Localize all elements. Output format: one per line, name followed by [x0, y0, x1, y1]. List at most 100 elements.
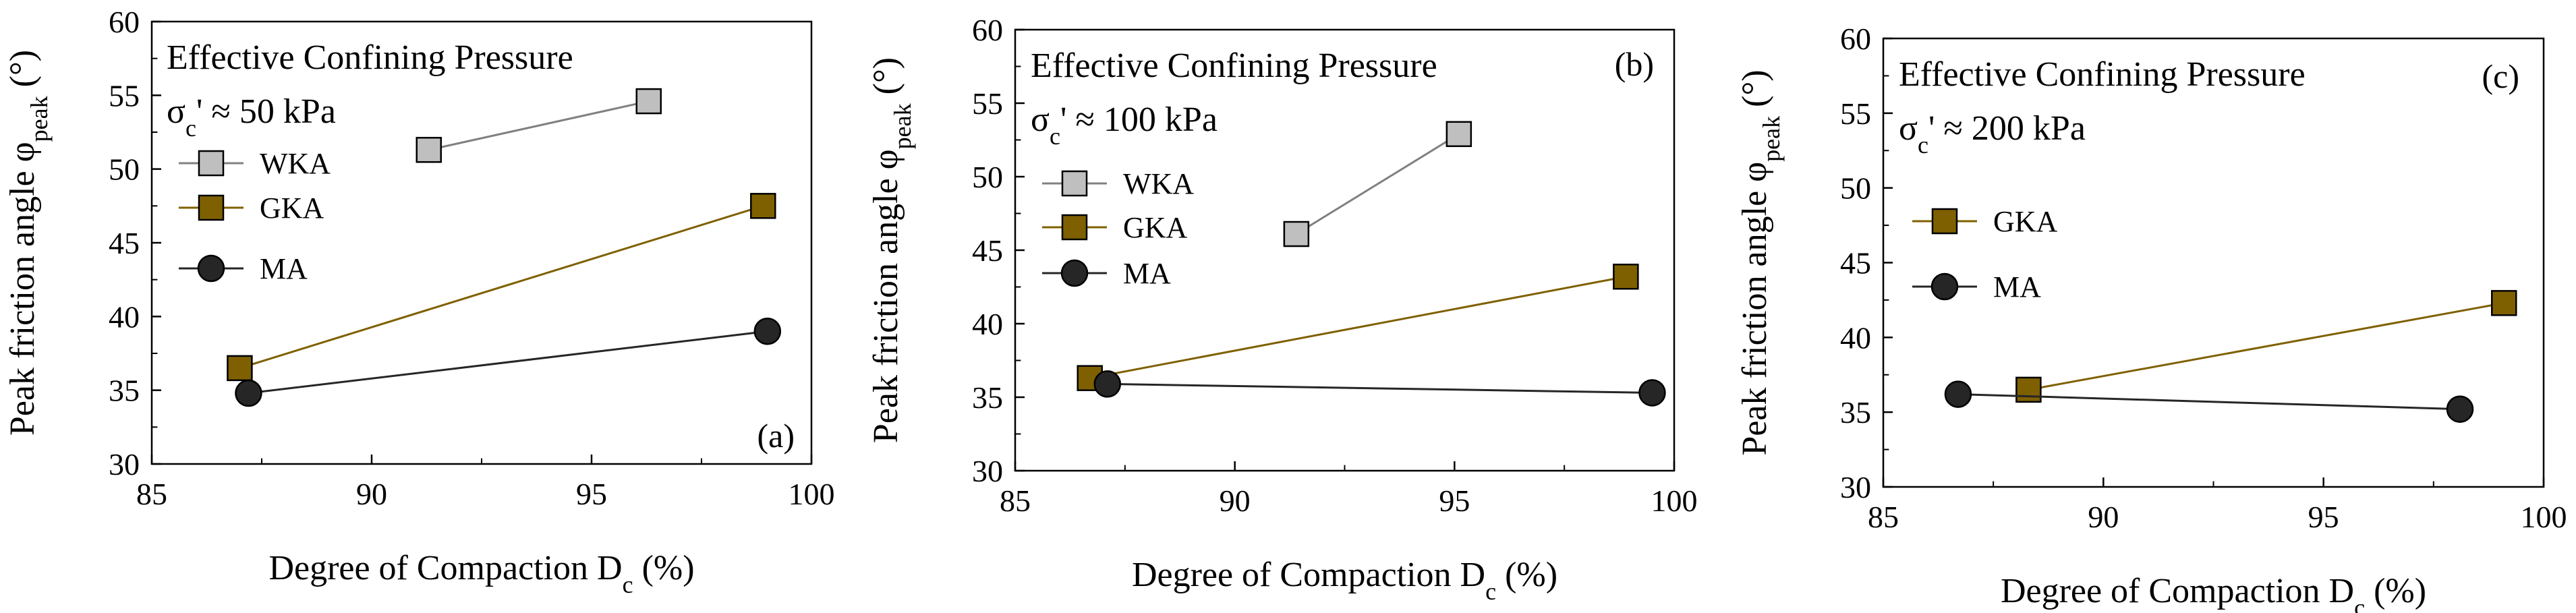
series-line-ma	[1107, 382, 1653, 394]
y-tick-label: 60	[972, 13, 1003, 47]
y-tick-label: 30	[1840, 470, 1871, 504]
y-tick-label: 40	[1840, 320, 1871, 355]
y-tick-label: 40	[972, 307, 1003, 341]
x-tick-label: 95	[1439, 484, 1470, 518]
y-tick-label: 55	[1840, 96, 1871, 131]
y-tick-label: 50	[972, 160, 1003, 194]
annotation-title: Effective Confining Pressure	[1031, 47, 1437, 85]
marker-ma	[1930, 272, 1959, 301]
y-tick-label: 40	[109, 299, 140, 334]
annotation-value: ' ≈ 200 kPa	[1928, 109, 2086, 148]
x-tick-label: 90	[356, 477, 387, 511]
annotation-symbol: σ	[1899, 109, 1918, 148]
annotation-pressure: σc' ≈ 50 kPa	[167, 92, 336, 142]
x-axis-title: Degree of Compaction Dc (%)	[268, 549, 694, 598]
marker-wka	[635, 88, 662, 115]
marker-gka	[2491, 290, 2517, 316]
marker-gka	[1613, 263, 1639, 290]
marker-wka	[1283, 221, 1310, 247]
series-line-ma	[248, 330, 768, 395]
x-axis-title-sub: c	[1485, 578, 1496, 605]
annotation-value: ' ≈ 100 kPa	[1060, 100, 1218, 139]
x-tick-label: 85	[136, 477, 167, 511]
x-axis-title-unit: (%)	[1496, 556, 1557, 594]
panel-b: 30 35 40 45 50 55 60 85 90 95 100 Degree of Compact…	[867, 13, 1698, 605]
y-axis-title-main: Peak friction angle φ	[3, 142, 42, 436]
marker-ma	[753, 317, 782, 345]
x-tick-label: 90	[2088, 500, 2119, 534]
series-line-gka	[239, 204, 764, 370]
series-gka	[1077, 263, 1639, 391]
x-axis-title-sub: c	[2354, 594, 2365, 613]
legend-label: GKA	[1993, 205, 2058, 238]
y-tick-label: 35	[109, 374, 140, 408]
annotation-sub: c	[1918, 132, 1928, 158]
annotation-value: ' ≈ 50 kPa	[196, 92, 336, 131]
annotation-pressure: σc' ≈ 100 kPa	[1031, 100, 1218, 150]
marker-gka	[1061, 214, 1088, 241]
annotation-title: Effective Confining Pressure	[1899, 55, 2306, 94]
legend-item-gka: GKA	[1912, 205, 2058, 238]
series-line-gka	[2028, 301, 2505, 391]
marker-ma	[2446, 395, 2474, 423]
marker-gka	[198, 194, 225, 221]
y-axis-title-main: Peak friction angle φ	[1736, 162, 1774, 456]
series-ma	[235, 317, 782, 407]
series-line-gka	[1089, 275, 1626, 380]
legend-item-wka: WKA	[179, 147, 331, 180]
series-line-wka	[1296, 133, 1460, 235]
x-tick-label: 95	[2308, 500, 2339, 534]
y-tick-label: 45	[1840, 246, 1871, 281]
x-axis-title-unit: (%)	[2365, 572, 2426, 610]
y-axis-title-sub: peak	[26, 96, 53, 142]
panel-label: (a)	[757, 417, 795, 455]
panel-c: 30 35 40 45 50 55 60 85 90 95 100 Degree of Compact…	[1736, 22, 2567, 613]
x-tick-label: 95	[576, 477, 607, 511]
y-tick-label: 30	[972, 454, 1003, 488]
y-axis-title-sub: peak	[1758, 116, 1785, 162]
series-ma	[1944, 380, 2474, 423]
x-tick-label: 100	[789, 477, 835, 511]
y-tick-label: 35	[1840, 395, 1871, 430]
x-axis-title: Degree of Compaction Dc (%)	[1132, 556, 1557, 605]
legend-label: MA	[1123, 257, 1171, 290]
x-axis-title-main: Degree of Compaction D	[268, 549, 622, 587]
panel-label: (b)	[1615, 45, 1654, 83]
y-axis-title-unit: (°)	[867, 57, 905, 103]
marker-ma	[235, 379, 262, 407]
legend-item-gka: GKA	[179, 192, 324, 225]
legend-label: WKA	[1123, 167, 1194, 200]
series-line-wka	[428, 100, 650, 151]
x-tick-label: 85	[1000, 484, 1031, 518]
series-line-ma	[1957, 393, 2461, 411]
y-tick-label: 50	[109, 152, 140, 187]
series-gka	[227, 193, 776, 382]
legend-label: MA	[1993, 270, 2041, 303]
y-tick-label: 30	[109, 447, 140, 481]
legend-label: GKA	[1123, 211, 1188, 244]
x-axis-title-main: Degree of Compaction D	[1132, 556, 1485, 594]
annotation-sub: c	[1050, 123, 1060, 150]
y-tick-label: 60	[109, 5, 140, 39]
x-tick-label: 90	[1220, 484, 1251, 518]
annotation-symbol: σ	[167, 92, 185, 131]
legend-item-ma: MA	[1912, 270, 2041, 303]
series-wka	[1283, 121, 1472, 247]
x-tick-label: 100	[2521, 500, 2567, 534]
marker-gka	[227, 355, 253, 382]
marker-wka	[1446, 121, 1472, 148]
y-tick-label: 50	[1840, 171, 1871, 206]
x-axis-title-main: Degree of Compaction D	[2001, 572, 2354, 610]
legend-item-wka: WKA	[1042, 167, 1194, 200]
legend-label: GKA	[260, 192, 324, 225]
marker-gka	[750, 193, 776, 219]
plot-frame	[1882, 37, 2545, 488]
y-axis-title-main: Peak friction angle φ	[867, 149, 905, 443]
x-axis-title-sub: c	[623, 571, 633, 598]
panel-label: (c)	[2482, 57, 2520, 95]
x-tick-label: 85	[1868, 500, 1899, 534]
y-tick-label: 35	[972, 380, 1003, 415]
marker-wka	[1061, 170, 1088, 197]
x-axis-title: Degree of Compaction Dc (%)	[2001, 572, 2426, 613]
series-gka	[2015, 290, 2517, 403]
